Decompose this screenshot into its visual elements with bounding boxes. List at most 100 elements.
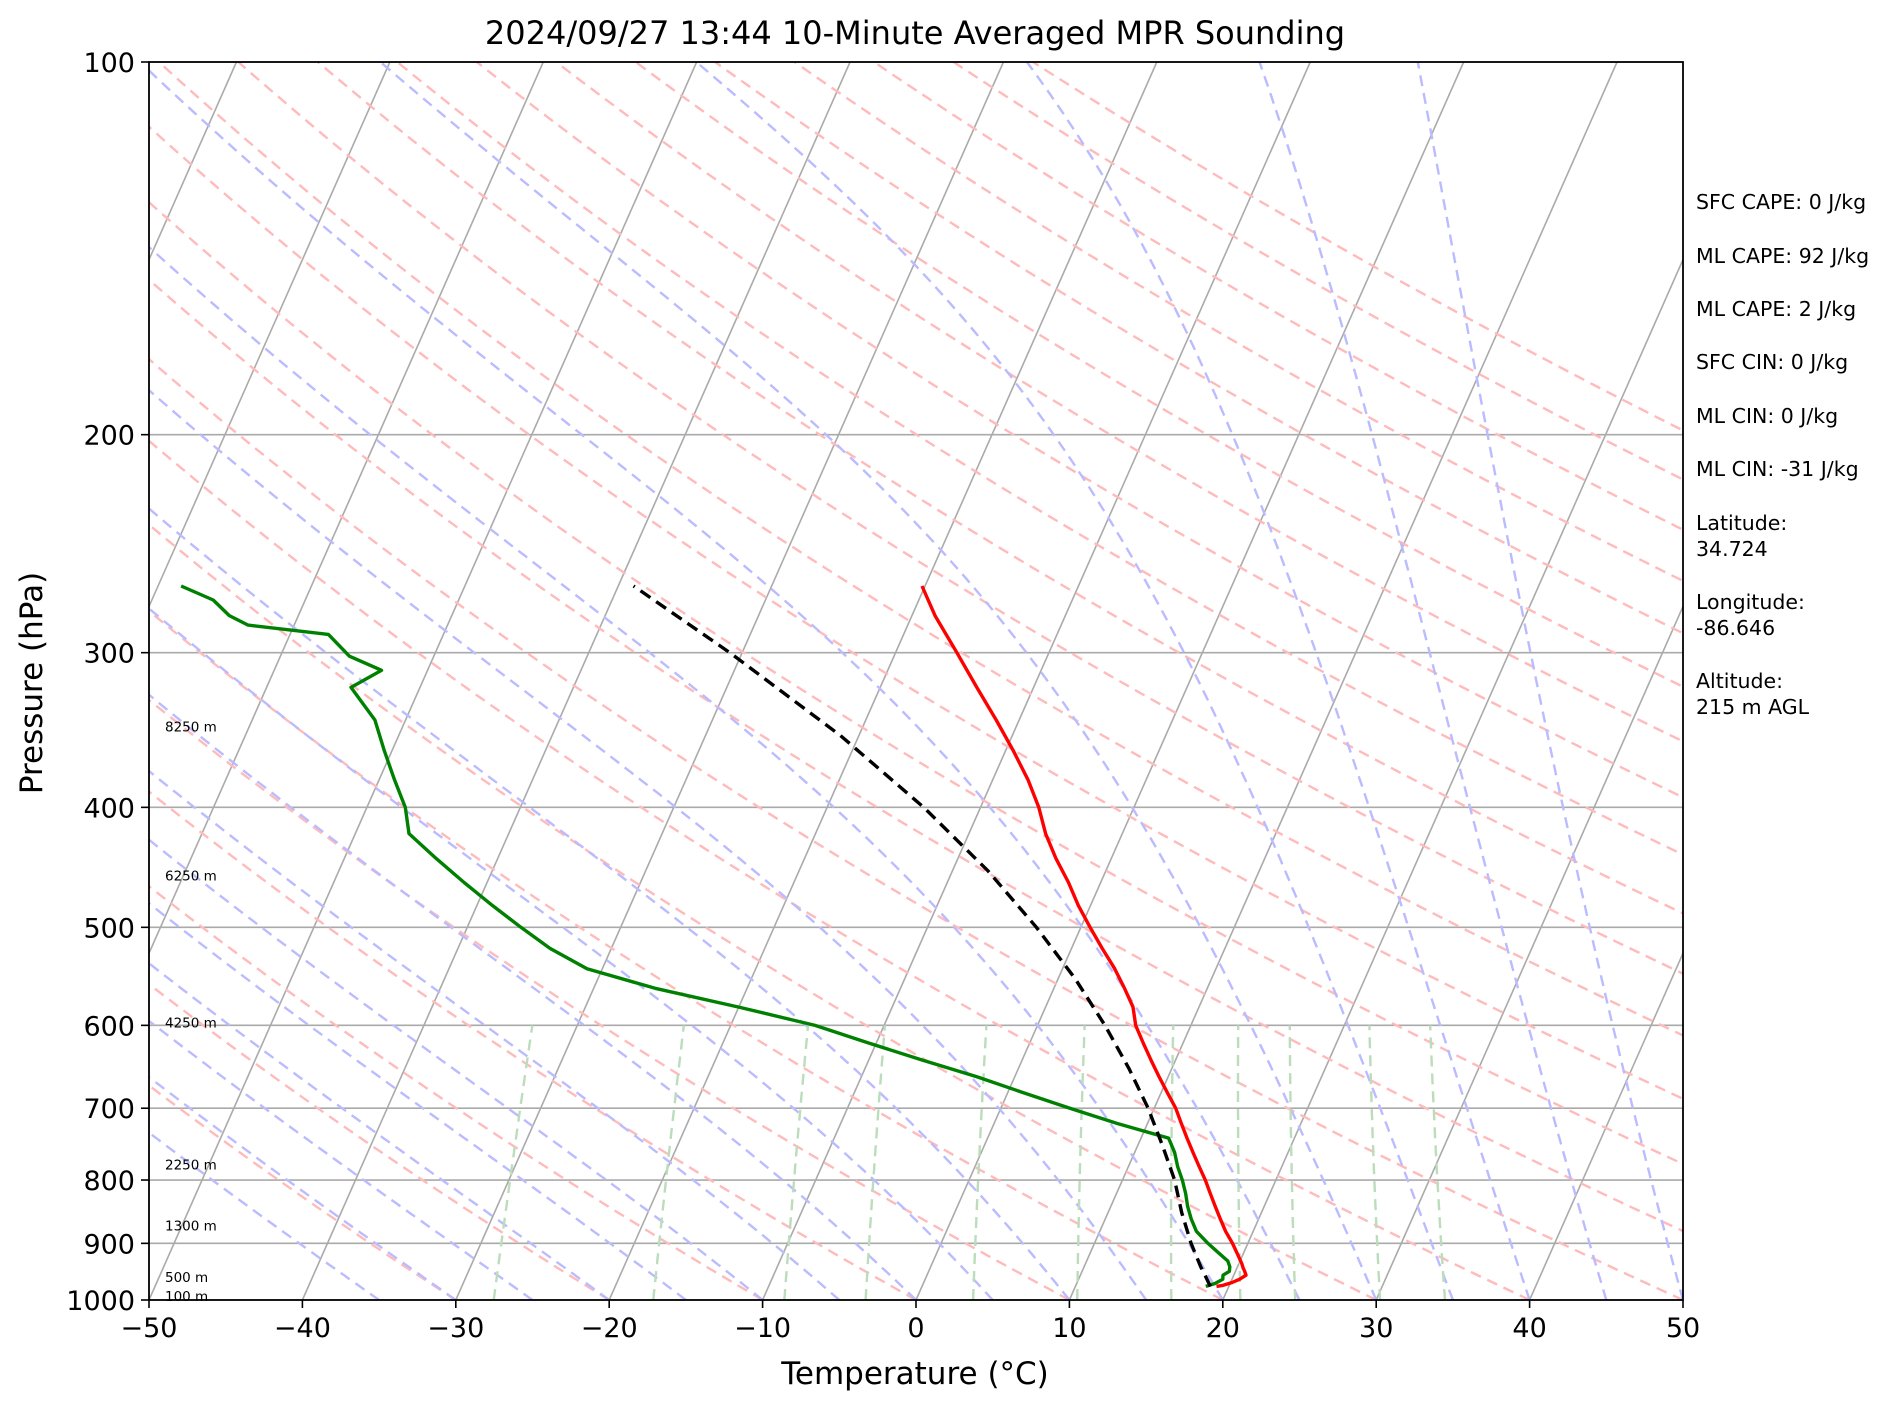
- x-tick-label: 0: [907, 1313, 924, 1344]
- isotherm-line: [455, 62, 1005, 1300]
- y-tick-label: 200: [83, 421, 135, 452]
- moist-adiabat-line: [1258, 62, 1608, 1300]
- mixing-ratio-line: [1169, 1025, 1175, 1300]
- mixing-ratio-line: [1076, 1025, 1086, 1300]
- y-tick-label: 800: [83, 1166, 135, 1197]
- y-tick-label: 1000: [66, 1286, 135, 1317]
- y-tick-label: 700: [83, 1094, 135, 1125]
- x-tick-label: 10: [1052, 1313, 1086, 1344]
- altitude-label: Altitude:: [1696, 669, 1783, 693]
- dry-adiabat-line: [634, 62, 1683, 689]
- isotherm-line: [1528, 951, 1683, 1300]
- dry-adiabat-line: [476, 62, 1683, 799]
- dry-adiabat-line: [158, 62, 1683, 1037]
- isotherm-line: [915, 62, 1465, 1300]
- latitude-value: 34.724: [1696, 537, 1768, 561]
- mixing-ratio-line: [652, 1025, 686, 1300]
- height-label: 6250 m: [165, 868, 217, 884]
- height-label: 1300 m: [165, 1219, 217, 1235]
- isotherm-line: [1375, 604, 1683, 1300]
- isotherm-line: [1068, 62, 1618, 1300]
- isotherm-line: [608, 62, 1158, 1300]
- x-axis-label: Temperature (°C): [780, 1356, 1049, 1392]
- mixing-ratio-line: [971, 1025, 988, 1300]
- x-tick-label: 20: [1206, 1313, 1240, 1344]
- dry-adiabat-line: [149, 698, 1070, 1300]
- dry-adiabat-line: [149, 609, 1224, 1300]
- background-lines: [149, 62, 1683, 1300]
- dry-adiabat-line: [237, 62, 1683, 975]
- isotherm-line: [1222, 257, 1683, 1300]
- height-label: 2250 m: [165, 1157, 217, 1173]
- moist-adiabat-line: [149, 901, 687, 1300]
- dry-adiabat-line: [1032, 62, 1683, 432]
- mixing-ratio-line: [1236, 1025, 1242, 1300]
- x-tick-label: −30: [427, 1313, 484, 1344]
- dry-adiabat-line: [149, 200, 1683, 1166]
- height-label: 100 m: [165, 1289, 208, 1305]
- moist-adiabat-line: [149, 1075, 457, 1300]
- ml-cin-2-label: ML CIN: -31 J/kg: [1696, 457, 1859, 481]
- dry-adiabat-line: [149, 357, 1683, 1300]
- series-line-2: [632, 584, 1212, 1288]
- isotherm-line: [149, 62, 698, 1300]
- x-tick-label: −50: [121, 1313, 178, 1344]
- moist-adiabat-line: [149, 1019, 534, 1300]
- longitude-label: Longitude:: [1696, 590, 1805, 614]
- mixing-ratio-line: [1368, 1025, 1382, 1300]
- latitude-label: Latitude:: [1696, 511, 1787, 535]
- mixing-ratio-line: [864, 1025, 887, 1300]
- y-tick-label: 300: [83, 639, 135, 670]
- moist-adiabat-line: [149, 506, 1071, 1300]
- height-label: 500 m: [165, 1270, 208, 1286]
- mixing-ratio-line: [1429, 1025, 1447, 1300]
- moist-adiabat-line: [379, 62, 1378, 1300]
- moist-adiabat-line: [149, 693, 917, 1300]
- height-label: 4250 m: [165, 1016, 217, 1032]
- sfc-cape-label: SFC CAPE: 0 J/kg: [1696, 190, 1866, 214]
- moist-adiabat-line: [695, 62, 1455, 1300]
- altitude-value: 215 m AGL: [1696, 695, 1810, 719]
- mixing-ratio-line: [1288, 1025, 1297, 1300]
- moist-adiabat-line: [149, 1131, 380, 1300]
- isotherm-line: [149, 62, 544, 956]
- dry-adiabat-line: [555, 62, 1683, 743]
- x-tick-label: −40: [274, 1313, 331, 1344]
- isotherm-line: [761, 62, 1311, 1300]
- info-panel: SFC CAPE: 0 J/kg ML CAPE: 92 J/kg ML CAP…: [1696, 190, 1869, 719]
- moist-adiabat-line: [1026, 62, 1531, 1300]
- moist-adiabat-line: [1416, 62, 1683, 1300]
- sfc-cin-label: SFC CIN: 0 J/kg: [1696, 350, 1848, 374]
- y-tick-label: 100: [83, 48, 135, 79]
- dry-adiabat-line: [149, 523, 1377, 1300]
- moist-adiabat-line: [149, 68, 1301, 1300]
- height-label: 8250 m: [165, 719, 217, 735]
- dry-adiabat-line: [317, 62, 1683, 915]
- x-tick-label: −20: [581, 1313, 638, 1344]
- y-tick-label: 500: [83, 913, 135, 944]
- chart-title: 2024/09/27 13:44 10-Minute Averaged MPR …: [485, 14, 1345, 52]
- isotherm-line: [301, 62, 851, 1300]
- dry-adiabat-line: [149, 1084, 457, 1300]
- dry-adiabat-line: [873, 62, 1683, 532]
- ml-cape-2-label: ML CAPE: 2 J/kg: [1696, 297, 1856, 321]
- dry-adiabat-line: [793, 62, 1683, 583]
- sounding-series: [180, 584, 1248, 1289]
- moist-adiabat-line: [149, 245, 1224, 1300]
- y-tick-label: 600: [83, 1011, 135, 1042]
- dry-adiabat-line: [149, 278, 1683, 1233]
- dry-adiabat-line: [149, 884, 764, 1300]
- moist-adiabat-line: [149, 388, 1148, 1300]
- dry-adiabat-line: [149, 790, 917, 1300]
- moist-adiabat-line: [149, 769, 841, 1300]
- y-tick-label: 400: [83, 793, 135, 824]
- x-tick-label: −10: [734, 1313, 791, 1344]
- x-tick-label: 40: [1512, 1313, 1546, 1344]
- mixing-ratio-line: [492, 1025, 534, 1300]
- series-line-1: [180, 584, 1232, 1289]
- ml-cin-label: ML CIN: 0 J/kg: [1696, 404, 1838, 428]
- isotherm-line: [149, 62, 391, 609]
- mixing-ratio-line: [783, 1025, 810, 1300]
